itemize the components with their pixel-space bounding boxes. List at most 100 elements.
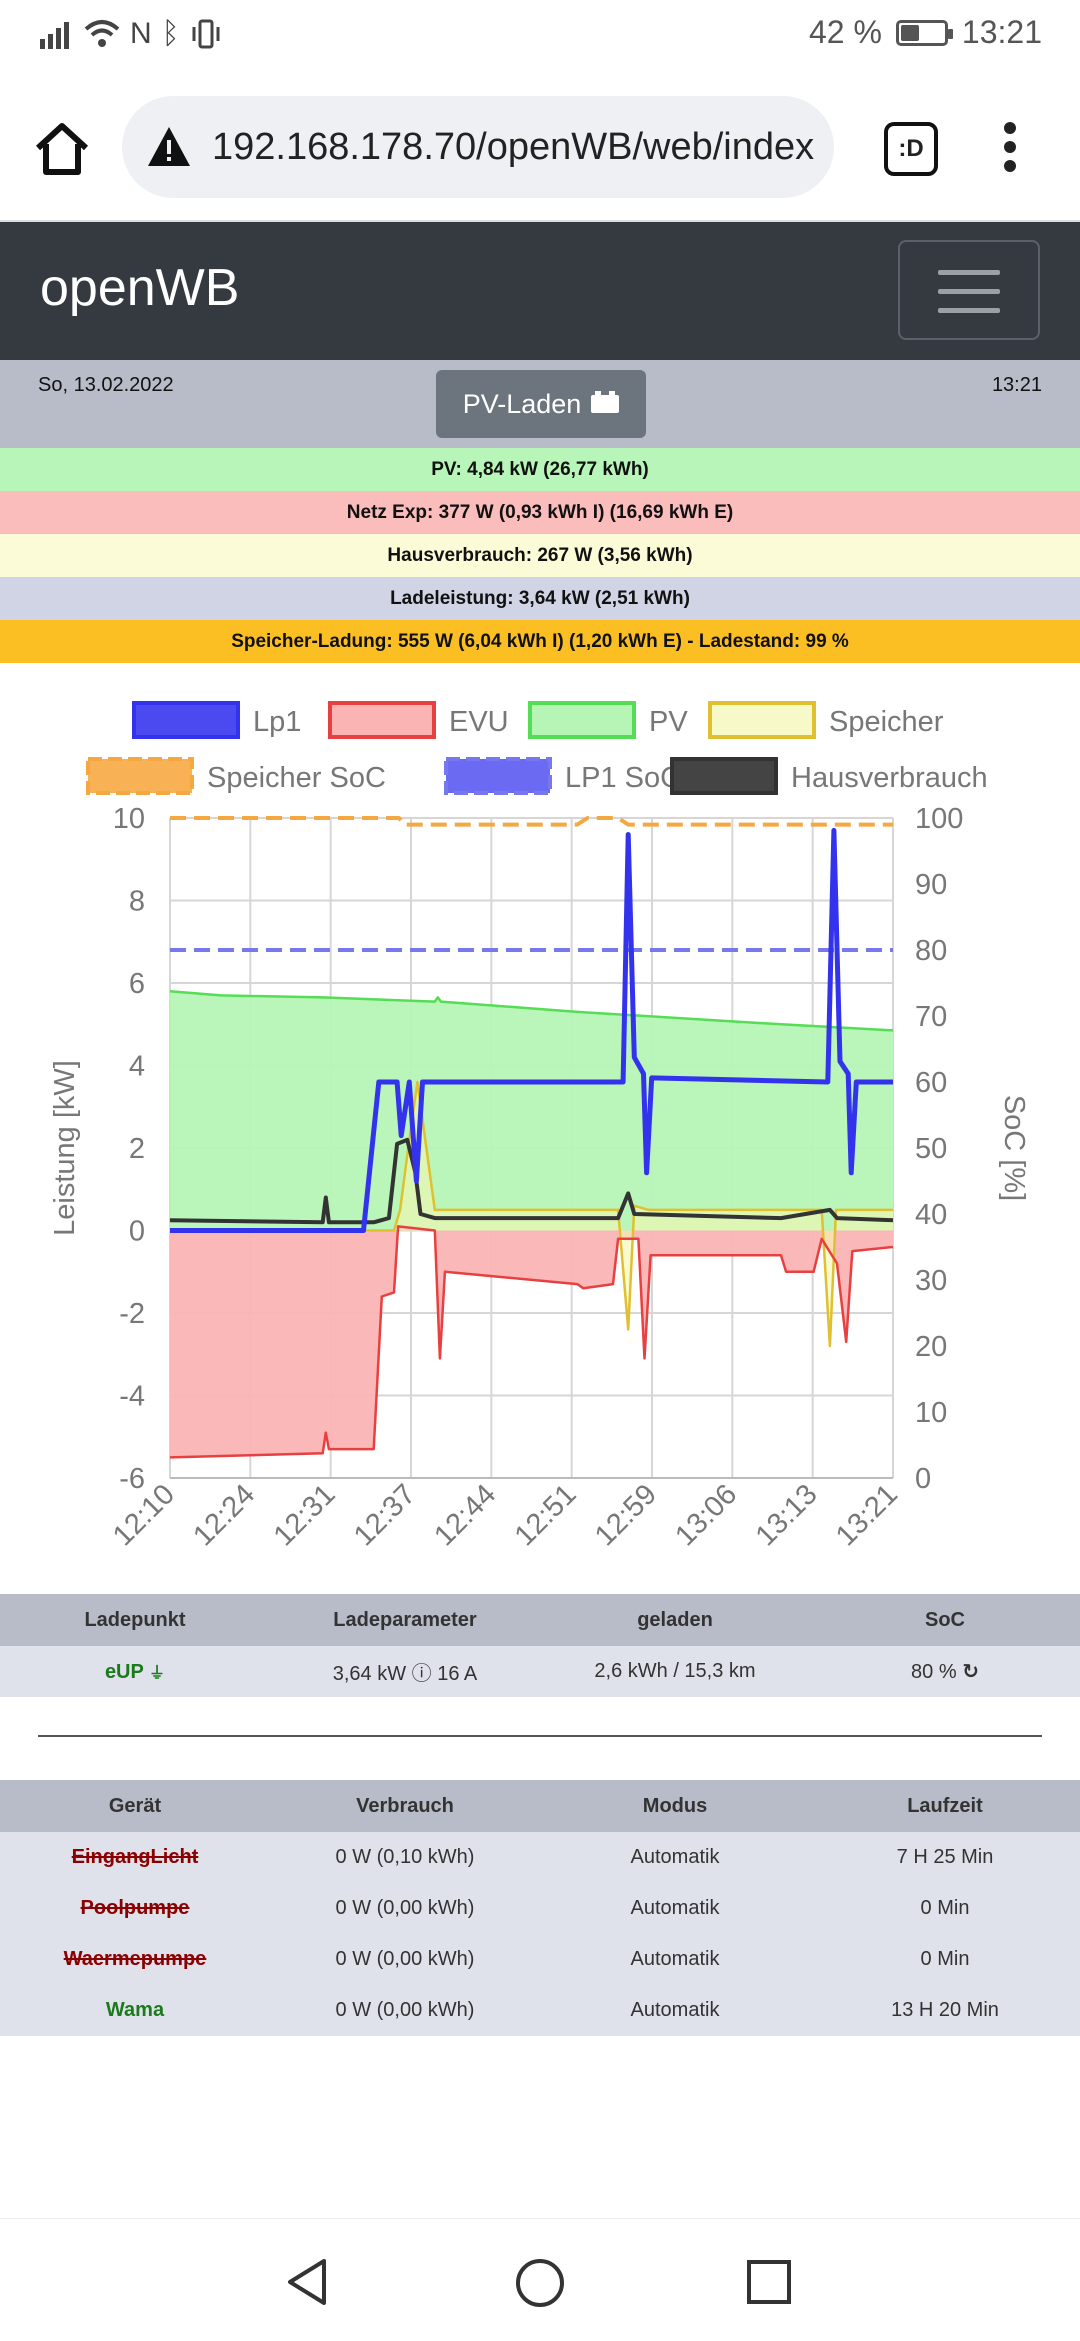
y2-tick-label: 20 [915, 1331, 947, 1363]
y-tick-label: -6 [119, 1463, 145, 1495]
browser-menu-icon[interactable] [996, 120, 1024, 180]
recents-icon[interactable] [746, 2259, 792, 2305]
device-name[interactable]: Poolpumpe [80, 1897, 190, 1919]
grid-info: Netz Exp: 377 W (0,93 kWh I) (16,69 kWh … [0, 491, 1080, 534]
pv-info: PV: 4,84 kW (26,77 kWh) [0, 448, 1080, 491]
address-bar[interactable]: 192.168.178.70/openWB/web/index.pl [122, 96, 834, 198]
legend-label: Speicher SoC [207, 762, 386, 794]
y2-axis-title: SoC [%] [998, 1095, 1030, 1201]
table-row[interactable]: Waermepumpe 0 W (0,00 kWh) Automatik 0 M… [0, 1934, 1080, 1985]
y2-tick-label: 50 [915, 1133, 947, 1165]
y2-tick-label: 80 [915, 935, 947, 967]
y2-tick-label: 60 [915, 1067, 947, 1099]
home-circle-icon[interactable] [514, 2257, 566, 2309]
col-header: Verbrauch [356, 1794, 454, 1817]
series-area-evu [170, 1226, 893, 1458]
col-header: geladen [637, 1608, 713, 1631]
x-tick-label: 12:31 [268, 1478, 342, 1552]
y2-tick-label: 40 [915, 1199, 947, 1231]
col-header: Gerät [108, 1794, 162, 1817]
y-tick-label: 10 [113, 803, 145, 835]
charge-parameters[interactable]: 3,64 kW ⓘ 16 A [332, 1663, 478, 1685]
x-tick-label: 13:21 [830, 1478, 904, 1552]
x-tick-label: 12:24 [187, 1478, 261, 1552]
y2-tick-label: 70 [915, 1001, 947, 1033]
legend-label: PV [649, 706, 688, 738]
legend-label: EVU [449, 706, 509, 738]
back-icon[interactable] [284, 2257, 332, 2307]
x-tick-label: 13:13 [750, 1478, 824, 1552]
chargepoint-table-header: Ladepunkt Ladeparameter geladen SoC [0, 1594, 1080, 1646]
tabs-button[interactable]: :D [884, 122, 938, 176]
chargepoint-name[interactable]: eUP ⏚ [0, 1659, 270, 1684]
brand-logo[interactable]: openWB [40, 259, 240, 317]
y-tick-label: 4 [129, 1051, 145, 1083]
series-line-evu [169, 1225, 894, 1459]
devices-table: Gerät Verbrauch Modus Laufzeit EingangLi… [0, 1780, 1080, 2036]
legend-label: LP1 SoC [565, 762, 681, 794]
legend-swatch-hausverbrauch [670, 757, 778, 795]
device-name[interactable]: EingangLicht [71, 1846, 199, 1868]
charge-mode-button[interactable]: PV-Laden [436, 370, 646, 438]
status-bar: N ᛒ 42 % 13:21 [0, 0, 1080, 72]
series-area-speicher [170, 1082, 893, 1346]
battery-fill [900, 24, 919, 41]
legend-label: Lp1 [253, 706, 301, 738]
divider [38, 1735, 1042, 1737]
x-tick-label: 12:37 [348, 1478, 422, 1552]
series-area-pv [170, 991, 893, 1231]
col-header: SoC [925, 1608, 965, 1631]
col-header: Laufzeit [907, 1794, 983, 1817]
legend-swatch-speicher-soc [86, 757, 194, 795]
device-consumption: 0 W (0,00 kWh) [335, 1897, 475, 1919]
legend-label: Speicher [829, 706, 944, 738]
warning-icon[interactable] [146, 124, 192, 170]
table-row[interactable]: eUP ⏚ 3,64 kW ⓘ 16 A 2,6 kWh / 15,3 km 8… [0, 1646, 1080, 1697]
device-mode[interactable]: Automatik [630, 1948, 720, 1970]
date-text: So, 13.02.2022 [38, 374, 174, 396]
col-header: Ladepunkt [84, 1608, 186, 1631]
house-consumption-info: Hausverbrauch: 267 W (3,56 kWh) [0, 534, 1080, 577]
legend-swatch-lp1-soc [444, 757, 552, 795]
table-row[interactable]: Wama 0 W (0,00 kWh) Automatik 13 H 20 Mi… [0, 1985, 1080, 2036]
battery-percent: 42 % [808, 14, 882, 50]
table-row[interactable]: EingangLicht 0 W (0,10 kWh) Automatik 7 … [0, 1832, 1080, 1883]
home-icon[interactable] [30, 116, 94, 180]
nfc-icon: N [130, 17, 152, 50]
device-mode[interactable]: Automatik [630, 1846, 720, 1868]
hamburger-menu-icon[interactable] [898, 240, 1040, 340]
soc-cell[interactable]: 80 % ↻ [810, 1659, 1080, 1684]
refresh-icon[interactable]: ↻ [962, 1661, 979, 1683]
charge-mode-label: PV-Laden [462, 388, 582, 419]
device-consumption: 0 W (0,00 kWh) [335, 1999, 475, 2021]
legend-swatch-evu [328, 701, 436, 739]
y-tick-label: 0 [129, 1216, 145, 1248]
plug-icon: ⏚ [149, 1665, 166, 1682]
device-name[interactable]: Waermepumpe [63, 1948, 207, 1970]
device-mode[interactable]: Automatik [630, 1897, 720, 1919]
series-line-pv [169, 989, 894, 1032]
device-mode[interactable]: Automatik [630, 1999, 720, 2021]
soc-value: 80 % [911, 1661, 957, 1683]
y2-tick-label: 100 [915, 803, 963, 835]
x-tick-label: 12:59 [589, 1478, 663, 1552]
col-header: Modus [642, 1794, 708, 1817]
device-runtime: 13 H 20 Min [891, 1999, 999, 2021]
status-icons: N ᛒ [40, 14, 222, 54]
status-time: 13:21 [961, 14, 1042, 50]
device-name[interactable]: Wama [105, 1999, 165, 2021]
power-chart: 1086420-2-4-6100908070605040302010012:10… [49, 701, 1030, 1552]
device-runtime: 0 Min [920, 1897, 970, 1919]
chargepoint-table: Ladepunkt Ladeparameter geladen SoC eUP … [0, 1594, 1080, 1697]
y-tick-label: -2 [119, 1298, 145, 1330]
series-line-speicher-soc [170, 816, 893, 827]
y-tick-label: 8 [129, 886, 145, 918]
wifi-icon [84, 20, 120, 47]
device-consumption: 0 W (0,00 kWh) [335, 1948, 475, 1970]
app-navbar: openWB [0, 222, 1080, 360]
table-row[interactable]: Poolpumpe 0 W (0,00 kWh) Automatik 0 Min [0, 1883, 1080, 1934]
vibrate-icon [192, 19, 220, 49]
y2-tick-label: 90 [915, 869, 947, 901]
x-tick-label: 12:44 [428, 1478, 502, 1552]
url-text[interactable]: 192.168.178.70/openWB/web/index.pl [212, 126, 816, 168]
